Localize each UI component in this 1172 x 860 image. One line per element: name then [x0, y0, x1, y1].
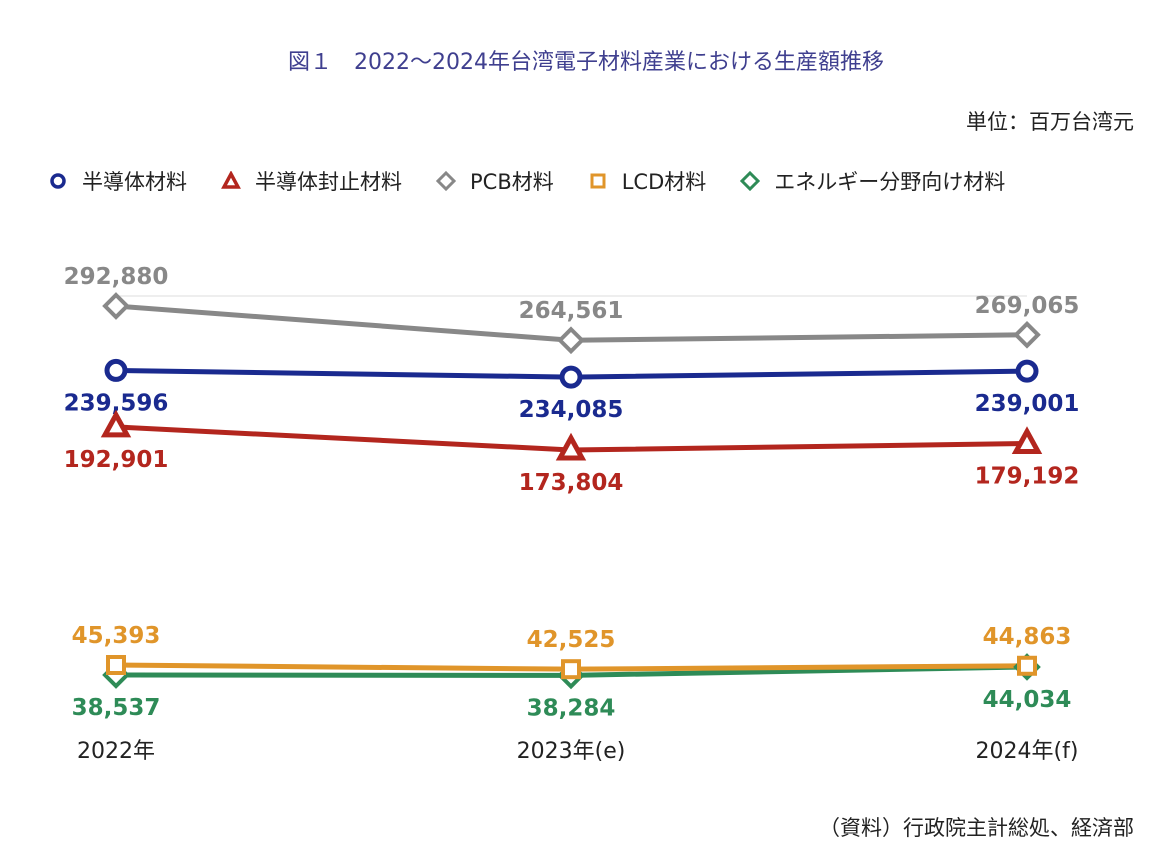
data-label: 269,065 — [975, 293, 1080, 319]
data-label: 38,537 — [72, 695, 161, 721]
legend-label: PCB材料 — [470, 170, 554, 194]
square-marker-icon — [590, 173, 606, 189]
legend-item-pcb: PCB材料 — [436, 166, 554, 196]
data-point-circle — [1015, 359, 1039, 383]
data-label: 45,393 — [72, 623, 161, 649]
data-label: 44,034 — [983, 687, 1072, 713]
data-label: 44,863 — [983, 624, 1072, 650]
data-point-diamond — [557, 326, 585, 355]
data-point-circle — [104, 358, 128, 382]
data-point-circle — [559, 365, 583, 389]
data-label: 264,561 — [519, 298, 624, 324]
data-point-square — [106, 655, 126, 675]
legend-item-packaging: 半導体封止材料 — [221, 166, 402, 196]
x-tick-label: 2022年 — [77, 739, 155, 764]
data-label: 179,192 — [975, 463, 1080, 489]
chart-title: 図１ 2022～2024年台湾電子材料産業における生産額推移 — [288, 50, 884, 75]
legend-item-energy: エネルギー分野向け材料 — [740, 166, 1005, 196]
diamond-marker-icon — [740, 171, 761, 191]
data-point-triangle — [100, 409, 132, 438]
legend-label: 半導体材料 — [82, 170, 187, 194]
diamond-marker-icon — [436, 171, 456, 191]
data-point-diamond — [102, 292, 130, 320]
legend-label: LCD材料 — [621, 170, 707, 194]
data-label: 192,901 — [64, 447, 169, 473]
legend-label: エネルギー分野向け材料 — [774, 170, 1006, 194]
legend: 半導体材料 半導体封止材料 PCB材料 LCD材料 エネルギー分野向け材料 — [48, 166, 1039, 196]
unit-label: 単位：百万台湾元 — [966, 110, 1134, 134]
x-tick-label: 2024年(f) — [976, 739, 1079, 764]
x-tick-label: 2023年(e) — [517, 739, 626, 764]
data-point-triangle — [1011, 426, 1043, 454]
data-label: 234,085 — [519, 397, 624, 423]
source-label: （資料）行政院主計総処、経済部 — [819, 816, 1134, 840]
circle-marker-icon — [50, 173, 66, 189]
data-point-square — [1017, 655, 1037, 676]
legend-item-semiconductor: 半導体材料 — [48, 166, 187, 196]
data-label: 38,284 — [527, 695, 616, 721]
data-label: 173,804 — [519, 470, 624, 496]
data-label: 292,880 — [64, 264, 169, 290]
data-label: 239,001 — [975, 391, 1080, 417]
data-point-diamond — [1013, 320, 1041, 349]
triangle-marker-icon — [221, 171, 241, 189]
legend-item-lcd: LCD材料 — [588, 166, 707, 196]
legend-label: 半導体封止材料 — [255, 170, 402, 194]
data-label: 42,525 — [527, 627, 616, 653]
data-point-square — [561, 659, 581, 680]
data-point-triangle — [555, 432, 587, 461]
